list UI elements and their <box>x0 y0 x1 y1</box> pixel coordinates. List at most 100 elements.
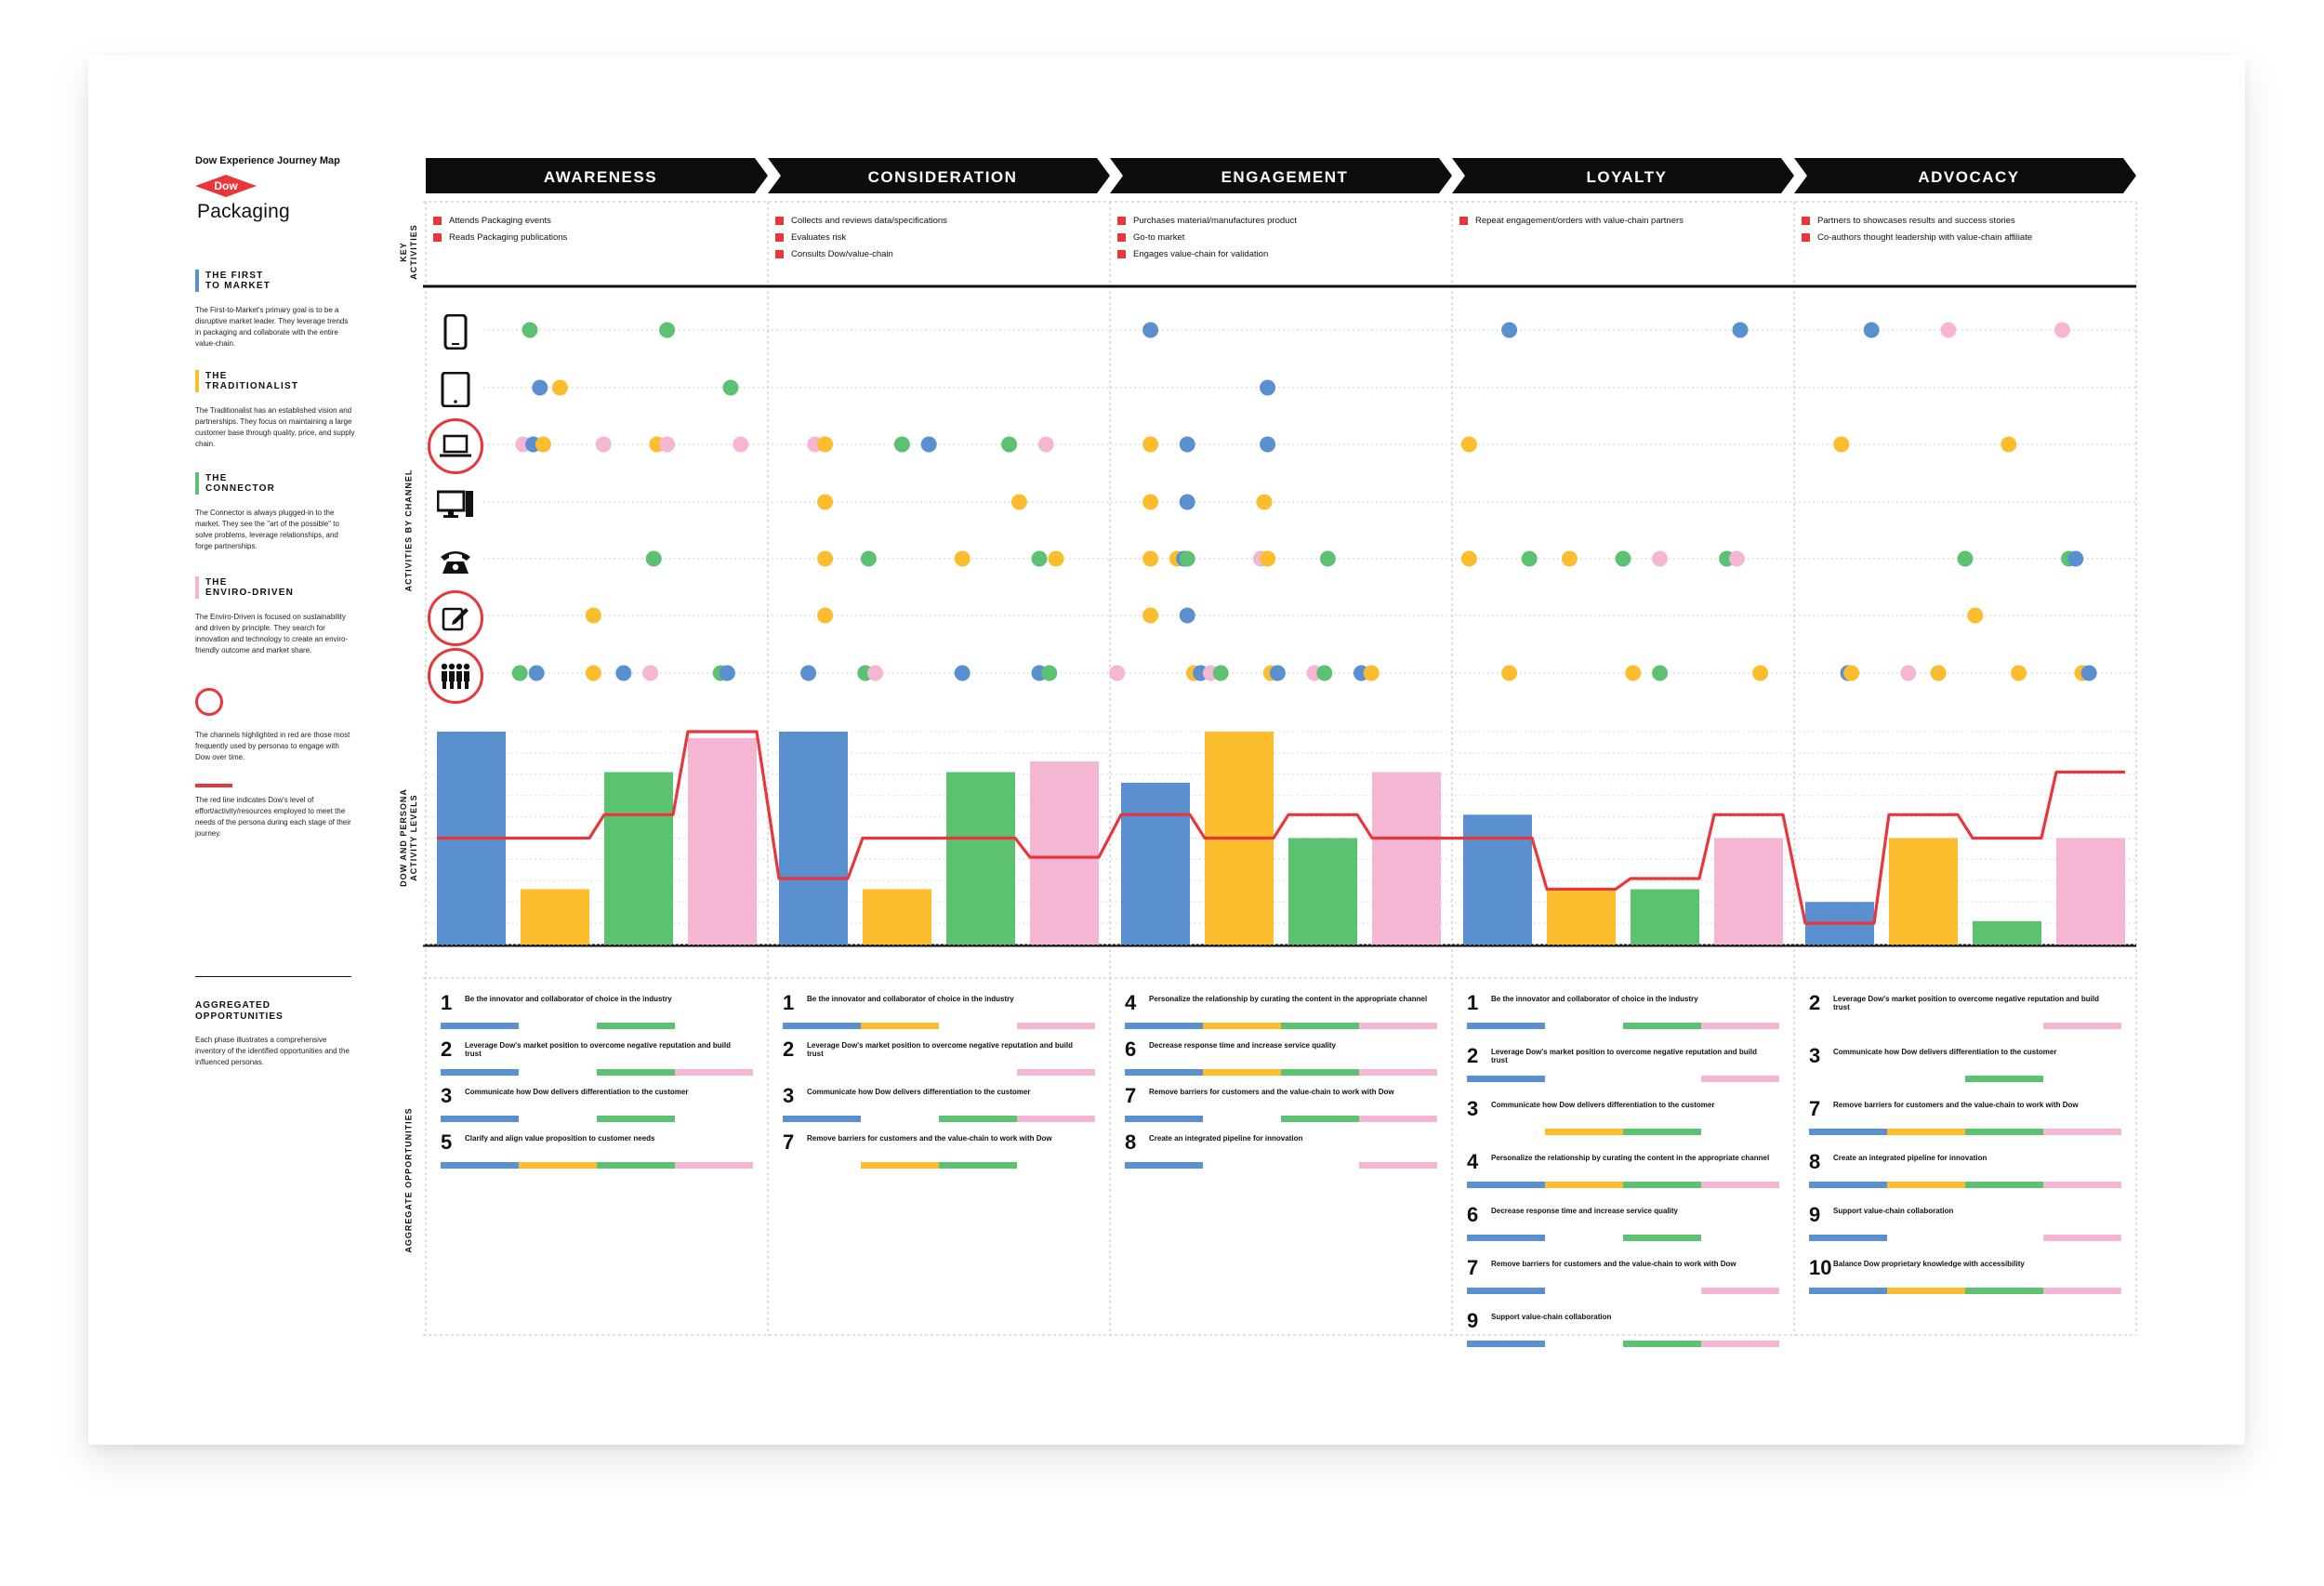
channel-activity-dot <box>1142 494 1159 510</box>
opportunity-persona-bar <box>1701 1182 1779 1188</box>
opportunity-number: 2 <box>1467 1044 1479 1067</box>
persona-activity-bar <box>1030 761 1099 945</box>
opportunity-text: Clarify and align value proposition to c… <box>465 1134 655 1143</box>
opportunity-persona-bar <box>1623 1182 1701 1188</box>
channel-activity-dot <box>1843 665 1860 681</box>
channel-activity-dot <box>1615 550 1631 567</box>
channel-activity-dot <box>1179 550 1195 567</box>
channel-activity-dot <box>1142 322 1159 338</box>
channel-activity-dot <box>1833 436 1850 453</box>
opportunity-number: 3 <box>1467 1097 1479 1120</box>
channel-activity-dot <box>551 379 568 396</box>
channel-activity-dot <box>1037 436 1054 453</box>
opportunity-item: 1 Be the innovator and collaborator of ch… <box>783 991 1095 1032</box>
opportunity-persona-bar <box>1545 1129 1623 1135</box>
key-activity-item: Reads Packaging publications <box>433 230 567 246</box>
channel-activity-dot <box>817 494 834 510</box>
opportunity-text: Leverage Dow's market position to overco… <box>465 1041 731 1058</box>
key-activities-list: Repeat engagement/orders with value-chai… <box>1459 213 1684 230</box>
opportunity-persona-bar <box>1281 1023 1359 1029</box>
highlight-ring-edit-document <box>428 590 483 646</box>
opportunity-item: 1 Be the innovator and collaborator of ch… <box>1467 991 1779 1032</box>
persona-activity-bar <box>1631 889 1699 945</box>
key-activity-item: Engages value-chain for validation <box>1117 246 1297 263</box>
channel-activity-dot <box>2011 665 2027 681</box>
opportunity-persona-bar <box>1887 1129 1965 1135</box>
channel-activity-dot <box>1863 322 1880 338</box>
phase-title: ENGAGEMENT <box>1221 168 1349 186</box>
channel-activity-dot <box>1501 322 1518 338</box>
opportunity-persona-bar <box>675 1162 753 1169</box>
dow-logo-text: Dow <box>214 179 238 192</box>
persona-description: The First-to-Market's primary goal is to… <box>195 306 349 348</box>
channel-activity-dot <box>722 379 739 396</box>
opportunity-persona-bar <box>1623 1235 1701 1241</box>
legend-divider <box>195 976 351 977</box>
key-activity-item: Consults Dow/value-chain <box>775 246 947 263</box>
persona-name: THE TRADITIONALIST <box>205 371 298 391</box>
opportunity-persona-bar <box>1809 1129 1887 1135</box>
persona-activity-bar <box>1121 782 1190 945</box>
opportunity-persona-bar <box>597 1023 675 1029</box>
key-activity-item: Attends Packaging events <box>433 213 567 230</box>
opportunity-persona-bar <box>1623 1129 1701 1135</box>
channel-activity-dot <box>1967 607 1984 624</box>
opportunity-number: 6 <box>1125 1038 1137 1061</box>
persona-activity-bar <box>1288 838 1357 945</box>
people-group-icon <box>433 654 478 698</box>
persona-name-line: THE <box>205 577 228 588</box>
channel-activity-dot <box>1728 550 1745 567</box>
persona-activity-bar <box>779 732 848 945</box>
channel-activity-dot <box>595 436 612 453</box>
persona-color-swatch <box>195 576 199 599</box>
opportunity-number: 3 <box>783 1084 795 1107</box>
channel-activity-dot <box>1521 550 1538 567</box>
opportunity-persona-bar <box>1965 1182 2043 1188</box>
opportunity-text: Support value-chain collaboration <box>1833 1207 1954 1215</box>
channel-activity-dot <box>528 665 545 681</box>
opportunity-text: Remove barriers for customers and the va… <box>1491 1260 1736 1268</box>
channel-activity-dot <box>1142 607 1159 624</box>
opportunity-persona-bar <box>2043 1129 2121 1135</box>
opportunity-item: 4 Personalize the relationship by curatin… <box>1125 991 1437 1032</box>
channel-activity-dot <box>1142 550 1159 567</box>
opportunity-number: 8 <box>1809 1150 1821 1173</box>
opportunity-text: Remove barriers for customers and the va… <box>1149 1088 1394 1096</box>
dow-logo: Dow <box>195 175 257 197</box>
map-header: Dow Experience Journey Map <box>195 155 340 166</box>
persona-activity-bar <box>863 889 931 945</box>
persona-name: THE FIRST TO MARKET <box>205 271 271 291</box>
opportunity-persona-bar <box>519 1162 597 1169</box>
ring-legend-description: The channels highlighted in red are thos… <box>195 731 350 761</box>
persona-color-swatch <box>195 472 199 495</box>
opportunity-persona-bar <box>1017 1023 1095 1029</box>
opportunity-text: Create an integrated pipeline for innova… <box>1149 1134 1303 1143</box>
channel-activity-dot <box>659 322 676 338</box>
channel-activity-dot <box>1260 550 1276 567</box>
persona-activity-bar <box>688 737 757 945</box>
opportunity-text: Personalize the relationship by curating… <box>1149 995 1428 1003</box>
channel-activity-dot <box>1501 665 1518 681</box>
opportunity-number: 7 <box>783 1130 795 1154</box>
opportunity-persona-bar <box>1281 1116 1359 1122</box>
aggregated-opportunities-title: AGGREGATED OPPORTUNITIES <box>195 1000 284 1022</box>
opportunity-persona-bar <box>675 1069 753 1076</box>
channel-activity-dot <box>954 550 971 567</box>
channel-activity-dot <box>1179 494 1195 510</box>
channel-activity-dot <box>1212 665 1229 681</box>
key-activities-list: Collects and reviews data/specifications… <box>775 213 947 263</box>
opportunity-persona-bar <box>1359 1116 1437 1122</box>
edit-document-icon <box>433 596 478 641</box>
opportunity-item: 3 Communicate how Dow delivers differenti… <box>1809 1044 2121 1085</box>
aggregated-opportunities-description: Each phase illustrates a comprehensive i… <box>195 1036 350 1066</box>
dow-effort-line <box>437 730 2125 925</box>
opportunity-persona-bar <box>1467 1023 1545 1029</box>
channel-activity-dot <box>1269 665 1286 681</box>
opportunity-persona-bar <box>1125 1069 1203 1076</box>
phase-title: AWARENESS <box>544 168 657 186</box>
persona-description: The Enviro-Driven is focused on sustaina… <box>195 613 349 654</box>
channel-activity-dot <box>1930 665 1947 681</box>
channel-activity-dot <box>1048 550 1064 567</box>
persona-name-line: THE <box>205 473 228 483</box>
